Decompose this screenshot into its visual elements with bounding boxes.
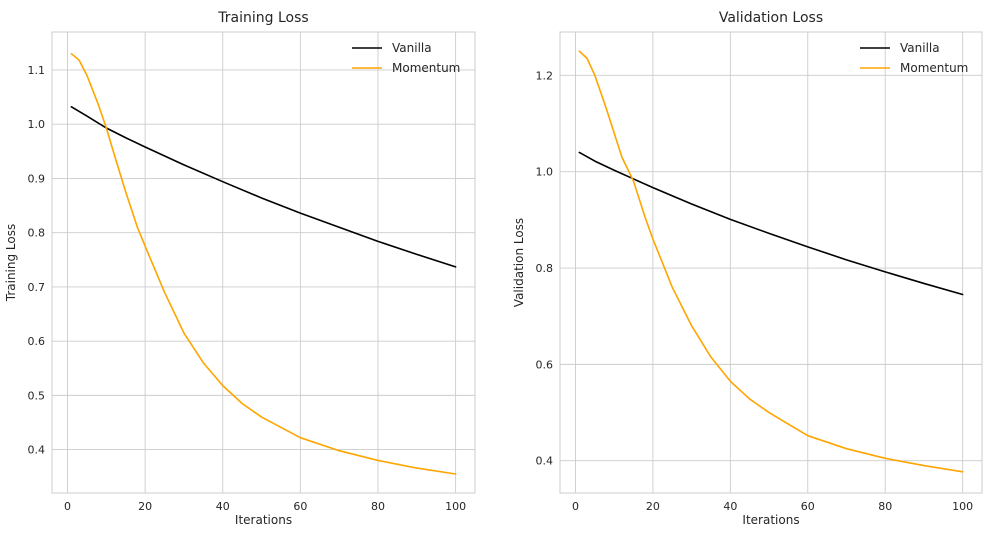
legend-label-vanilla: Vanilla xyxy=(392,41,432,55)
plot-frame xyxy=(51,31,476,494)
plot-frame xyxy=(559,31,983,494)
x-tick-label: 0 xyxy=(64,500,71,513)
y-tick-label: 1.0 xyxy=(28,118,46,131)
y-tick-label: 1.1 xyxy=(28,64,46,77)
series-line-vanilla xyxy=(578,151,964,296)
y-tick-label: 0.8 xyxy=(28,227,46,240)
x-tick-label: 80 xyxy=(371,500,385,513)
y-tick-label: 1.2 xyxy=(536,69,554,82)
y-tick-label: 0.8 xyxy=(536,262,554,275)
y-tick-label: 0.6 xyxy=(28,335,46,348)
x-tick-label: 100 xyxy=(445,500,466,513)
legend-label-momentum: Momentum xyxy=(900,61,968,75)
x-tick-label: 60 xyxy=(293,500,307,513)
y-axis-label: Training Loss xyxy=(4,224,18,302)
training-loss-panel: 0 20 40 60 80 100 0.4 0.5 0.6 0.7 0.8 0.9 1.0 1.1 Trai… xyxy=(4,10,476,527)
x-axis-label: Iterations xyxy=(235,513,292,527)
y-tick-label: 0.7 xyxy=(28,281,46,294)
x-tick-label: 20 xyxy=(646,500,660,513)
x-tick-label: 20 xyxy=(138,500,152,513)
chart-title: Training Loss xyxy=(217,10,308,26)
y-tick-label: 0.4 xyxy=(28,444,46,457)
x-tick-label: 100 xyxy=(952,500,973,513)
series-line-momentum xyxy=(578,50,964,473)
y-tick-label: 1.0 xyxy=(536,166,554,179)
y-tick-label: 0.4 xyxy=(536,455,554,468)
x-tick-label: 0 xyxy=(572,500,579,513)
y-tick-label: 0.6 xyxy=(536,358,554,371)
y-tick-label: 0.9 xyxy=(28,172,46,185)
x-tick-label: 40 xyxy=(723,500,737,513)
legend-label-momentum: Momentum xyxy=(392,61,460,75)
validation-loss-panel: 0 20 40 60 80 100 0.4 0.6 0.8 1.0 1.2 Validation Lo… xyxy=(512,10,983,527)
x-axis-label: Iterations xyxy=(742,513,799,527)
x-tick-label: 60 xyxy=(801,500,815,513)
y-tick-label: 0.5 xyxy=(28,389,46,402)
legend-label-vanilla: Vanilla xyxy=(900,41,940,55)
x-tick-label: 80 xyxy=(878,500,892,513)
y-axis-label: Validation Loss xyxy=(512,218,526,307)
series-line-vanilla xyxy=(70,106,457,268)
chart-title: Validation Loss xyxy=(719,10,823,26)
x-tick-label: 40 xyxy=(216,500,230,513)
series-line-momentum xyxy=(70,52,457,475)
